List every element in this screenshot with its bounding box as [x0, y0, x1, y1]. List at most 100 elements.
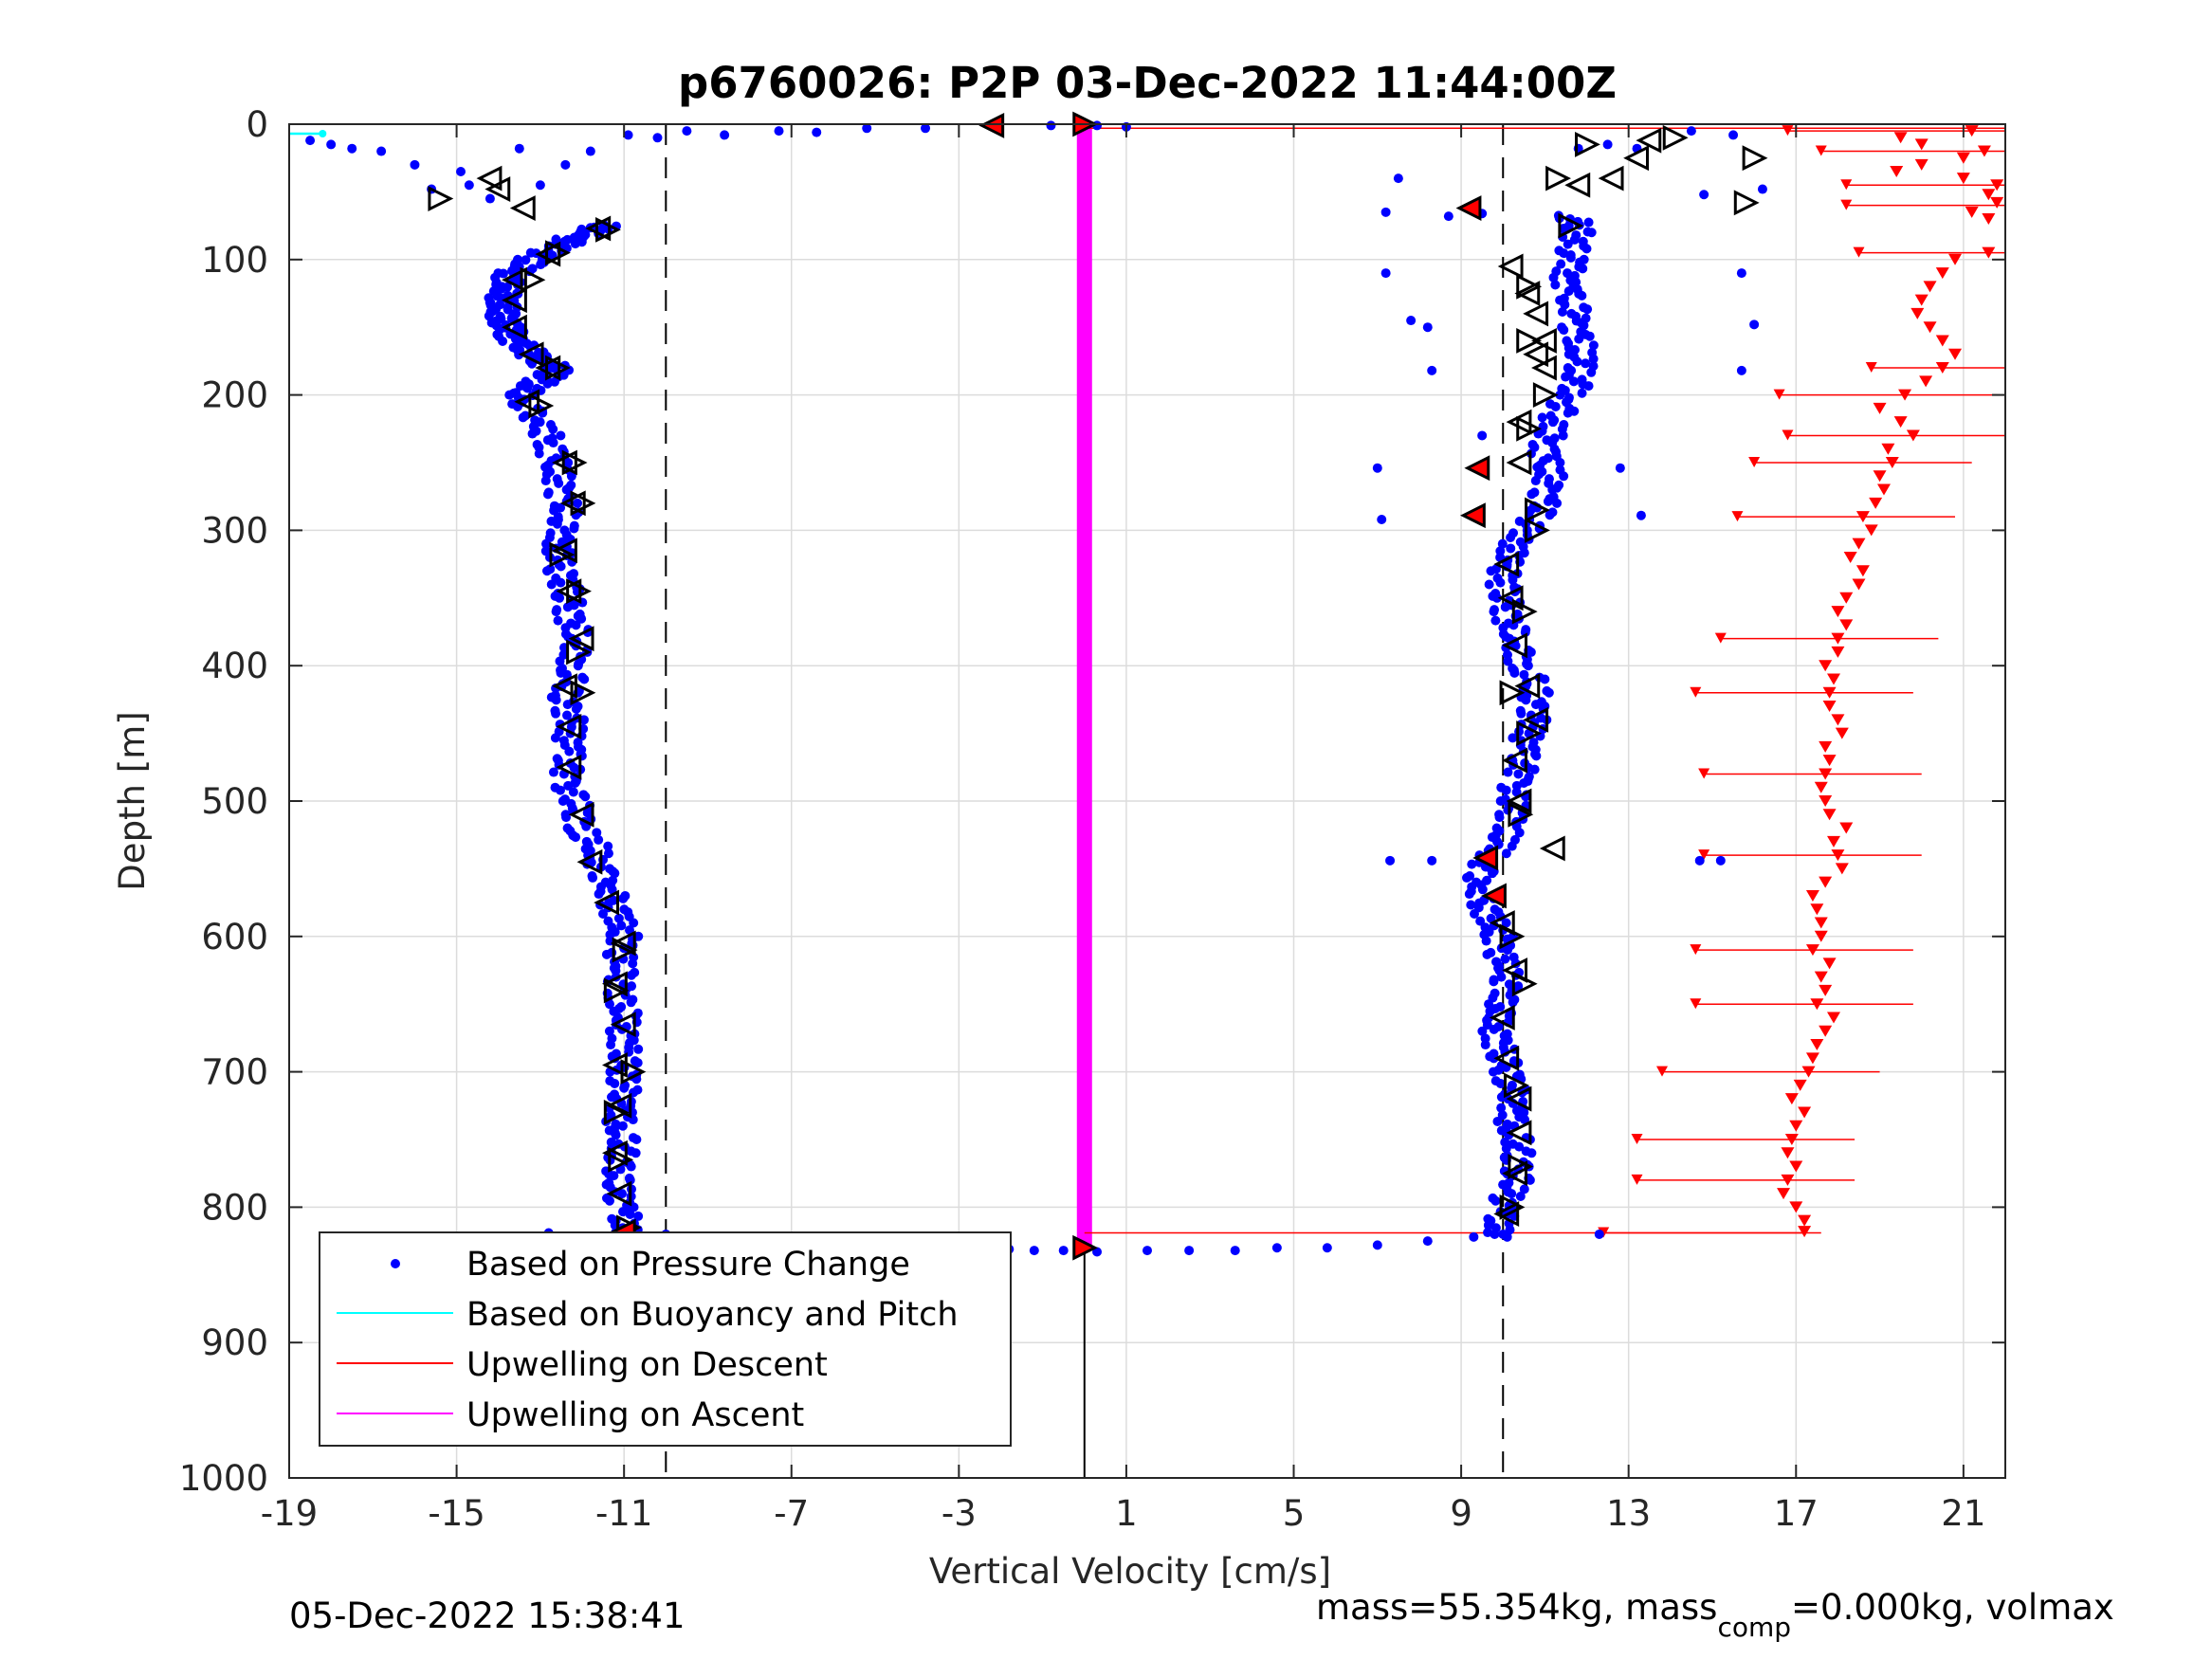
- pressure-point-descent: [503, 282, 513, 292]
- pressure-point-ascent: [1555, 465, 1565, 475]
- pressure-point-ascent: [1544, 474, 1554, 484]
- y-tick-label: 0: [246, 104, 268, 145]
- pressure-point-surface: [1427, 855, 1437, 866]
- pressure-point-descent: [550, 591, 560, 601]
- pressure-point-descent: [550, 690, 560, 701]
- x-tick-label: 21: [1941, 1493, 1985, 1534]
- descent-upwelling-point: [1852, 578, 1866, 591]
- pressure-point-ascent: [1563, 239, 1573, 249]
- pressure-point-surface: [1477, 430, 1488, 441]
- pressure-point-surface: [1377, 514, 1387, 524]
- descent-upwelling-point: [1819, 984, 1833, 996]
- pressure-point-surface: [1443, 211, 1453, 222]
- pressure-point-surface: [514, 143, 524, 154]
- y-tick-label: 100: [201, 240, 268, 281]
- open-triangle-right: [1575, 131, 1600, 157]
- pressure-point-surface: [484, 193, 495, 204]
- pressure-point-surface: [921, 123, 931, 134]
- descent-upwelling-point: [1805, 889, 1819, 902]
- descent-upwelling-point: [1948, 253, 1963, 265]
- pressure-point-ascent: [1588, 361, 1599, 372]
- pressure-point-ascent: [1485, 1006, 1495, 1016]
- open-triangle-right: [566, 639, 592, 665]
- descent-upwelling-point: [1835, 863, 1849, 875]
- open-triangle-right: [1516, 328, 1543, 354]
- pressure-point-descent: [551, 573, 561, 583]
- descent-upwelling-point: [1982, 189, 1996, 201]
- open-triangle-left: [559, 490, 586, 517]
- descent-upwelling-point: [1798, 1214, 1812, 1227]
- open-triangle-left: [610, 930, 636, 957]
- open-triangle-left: [1497, 253, 1524, 280]
- descent-upwelling-point: [1856, 511, 1870, 523]
- pressure-point-descent: [545, 528, 556, 538]
- y-tick-label: 500: [201, 781, 268, 822]
- descent-whisker-end: [1714, 632, 1727, 644]
- pressure-point-descent: [617, 1121, 628, 1131]
- descent-whisker-end: [1782, 429, 1794, 441]
- descent-upwelling-point: [1789, 1160, 1803, 1173]
- descent-whisker-end: [1690, 686, 1702, 698]
- descent-upwelling-point: [1814, 781, 1828, 793]
- open-triangle-right: [528, 392, 555, 419]
- descent-upwelling-point: [1819, 1025, 1833, 1037]
- pressure-point-ascent: [1508, 952, 1519, 962]
- pressure-point-ascent: [1578, 236, 1588, 246]
- open-triangle-left: [535, 241, 561, 267]
- pressure-point-ascent: [1559, 248, 1569, 259]
- descent-upwelling-point: [1810, 1039, 1824, 1051]
- pressure-point-descent: [571, 703, 581, 714]
- pressure-point-surface: [652, 133, 663, 143]
- descent-upwelling-point: [1956, 173, 1970, 185]
- pressure-point-ascent: [1579, 302, 1589, 313]
- pressure-point-ascent: [1497, 538, 1508, 549]
- open-triangle-right: [1733, 190, 1760, 216]
- descent-upwelling-point: [1822, 809, 1837, 821]
- open-triangle-left: [556, 578, 582, 605]
- open-triangle-left: [502, 266, 527, 293]
- open-triangle-right: [566, 578, 592, 605]
- y-tick-label: 900: [201, 1322, 268, 1363]
- open-triangle-left: [1502, 1160, 1527, 1187]
- pressure-point-descent: [623, 907, 633, 918]
- pressure-point-ascent: [1496, 1103, 1507, 1113]
- pressure-point-ascent: [1490, 564, 1501, 574]
- descent-upwelling-point: [1814, 917, 1828, 929]
- descent-upwelling-point: [1881, 443, 1895, 455]
- open-triangle-left: [1506, 409, 1532, 435]
- pressure-point-bottom: [1029, 1246, 1039, 1256]
- open-triangle-right: [570, 490, 596, 517]
- pressure-point-ascent: [1475, 916, 1486, 926]
- pressure-point-ascent: [1524, 772, 1534, 782]
- pressure-point-ascent: [1571, 230, 1581, 241]
- open-triangle-right: [1525, 497, 1550, 523]
- descent-upwelling-point: [1798, 1106, 1812, 1119]
- pressure-point-descent: [607, 947, 617, 957]
- pressure-point-ascent: [1477, 1026, 1488, 1036]
- open-triangle-left: [556, 754, 582, 780]
- open-triangle-left: [484, 176, 511, 202]
- descent-upwelling-point: [1890, 165, 1904, 177]
- pressure-point-descent: [594, 889, 604, 900]
- pressure-point-descent: [553, 514, 563, 524]
- pressure-point-descent: [549, 501, 559, 511]
- pressure-point-descent: [628, 1133, 638, 1143]
- pressure-point-ascent: [1474, 898, 1485, 908]
- descent-upwelling-point: [1805, 1052, 1819, 1065]
- open-triangle-right: [1511, 598, 1538, 625]
- descent-upwelling-point: [1822, 701, 1837, 713]
- descent-upwelling-point: [1789, 1201, 1803, 1213]
- pressure-point-descent: [603, 898, 613, 908]
- pressure-point-descent: [530, 415, 540, 426]
- open-triangle-left: [601, 971, 628, 997]
- pressure-point-ascent: [1504, 979, 1514, 990]
- open-triangle-left: [1506, 1085, 1532, 1112]
- pressure-point-surface: [585, 146, 595, 156]
- pressure-point-ascent: [1581, 358, 1591, 369]
- pressure-point-surface: [1636, 510, 1646, 520]
- open-triangle-right: [1508, 801, 1534, 828]
- pressure-point-descent: [587, 871, 597, 882]
- descent-upwelling-point: [1810, 998, 1824, 1011]
- pressure-point-ascent: [1538, 456, 1548, 466]
